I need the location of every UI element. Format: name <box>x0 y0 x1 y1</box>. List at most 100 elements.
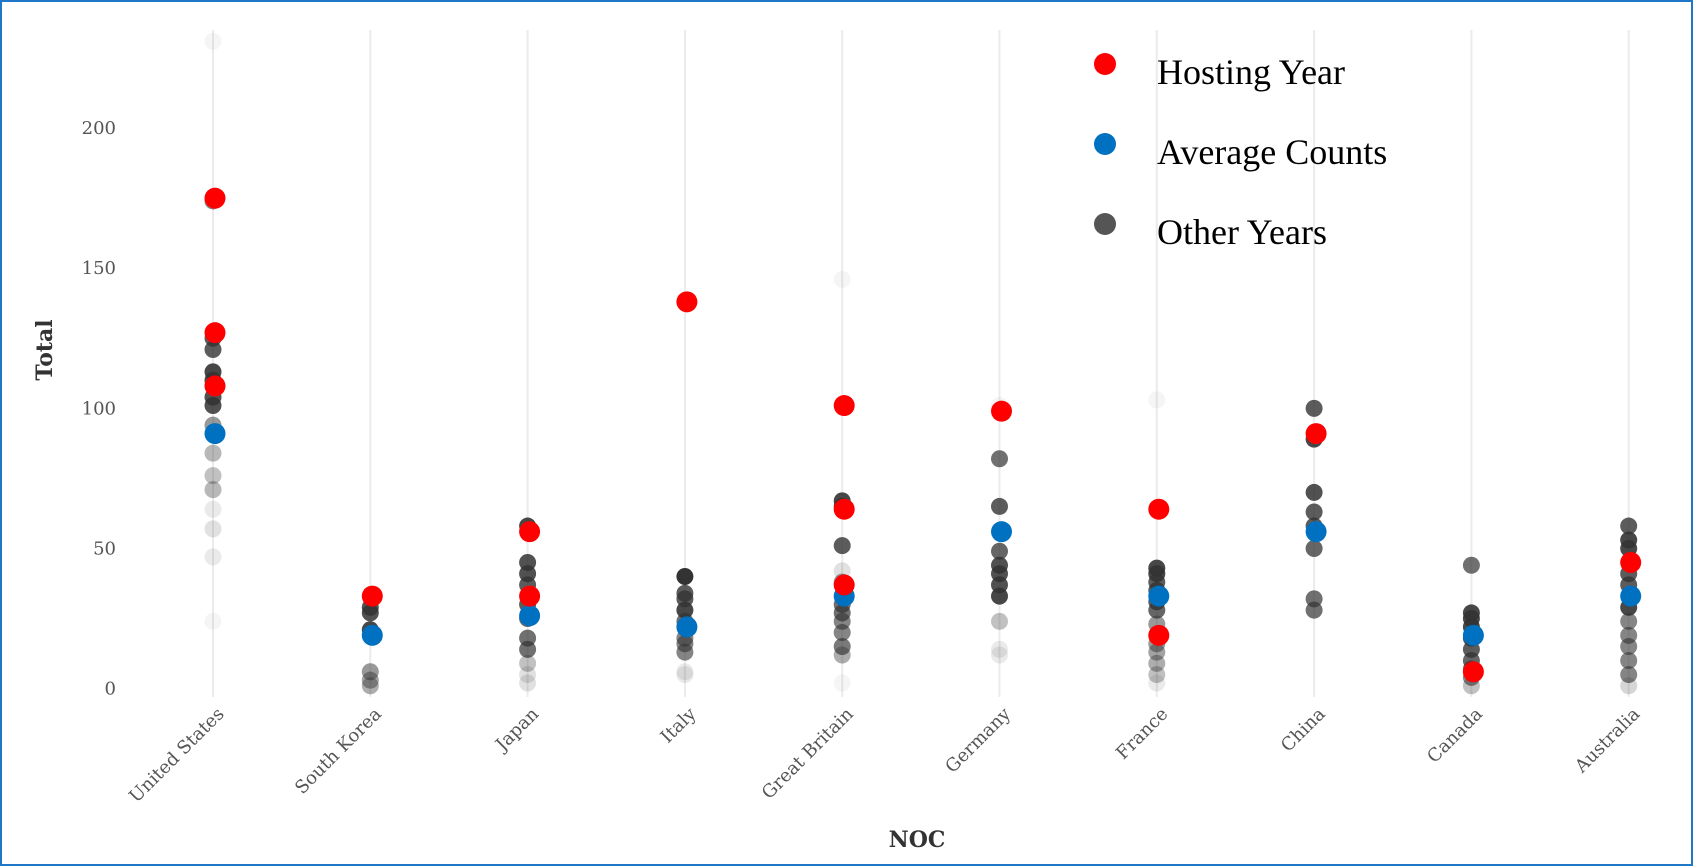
other-years-point <box>204 520 222 538</box>
other-years-point <box>1148 643 1166 661</box>
y-tick-label: 150 <box>82 258 116 279</box>
x-axis-ticks: United States South Korea Japan Italy Great … <box>125 703 1644 807</box>
hosting-year-point <box>204 322 226 344</box>
other-years-point <box>833 270 851 288</box>
other-years-point <box>1620 677 1638 695</box>
average-counts-point <box>1462 624 1484 646</box>
other-years-point <box>361 604 379 622</box>
other-years-point <box>676 663 694 681</box>
average-counts-point <box>1305 521 1327 543</box>
other-years-point <box>1148 666 1166 684</box>
legend: Hosting Year Average Counts Other Years <box>1094 52 1387 252</box>
other-years-point <box>1620 638 1638 656</box>
hosting-year-point <box>1148 498 1170 520</box>
other-years-point <box>204 32 222 50</box>
hosting-year-point <box>833 498 855 520</box>
average-counts-point <box>1148 585 1170 607</box>
x-tick-label: United States <box>125 704 228 807</box>
x-tick-label: Japan <box>490 703 543 756</box>
other-years-point <box>833 638 851 656</box>
other-years-point <box>991 612 1008 630</box>
x-tick-label: Canada <box>1423 704 1487 768</box>
hosting-year-point <box>1305 423 1327 445</box>
x-axis-title: NOC <box>889 827 946 853</box>
average-counts-point <box>676 616 698 638</box>
legend-swatch <box>1094 53 1116 75</box>
other-years-point <box>519 640 537 658</box>
average-counts-point <box>361 624 383 646</box>
average-counts-points <box>204 423 1642 646</box>
other-years-point <box>361 671 379 689</box>
vertical-gridlines <box>212 30 1630 697</box>
other-years-point <box>204 444 222 462</box>
other-years-point <box>833 537 851 555</box>
legend-label: Other Years <box>1157 212 1327 252</box>
average-counts-point <box>519 605 541 627</box>
hosting-year-point <box>833 574 855 596</box>
average-counts-point <box>991 521 1012 543</box>
hosting-year-points <box>204 187 1642 683</box>
y-axis-title: Total <box>32 319 58 380</box>
other-years-point <box>991 497 1008 515</box>
hosting-year-point <box>833 395 855 417</box>
y-tick-label: 100 <box>82 398 116 419</box>
average-counts-point <box>204 423 226 445</box>
x-tick-label: China <box>1277 704 1330 757</box>
other-years-point <box>361 663 379 681</box>
other-years-point <box>991 640 1008 658</box>
other-years-point <box>204 397 222 415</box>
other-years-point <box>1305 601 1323 619</box>
other-years-point <box>1305 483 1323 501</box>
hosting-year-point <box>1620 551 1642 573</box>
x-tick-label: South Korea <box>291 704 386 799</box>
other-years-point <box>204 467 222 485</box>
other-years-point <box>991 587 1008 605</box>
y-axis-ticks: 0 50 100 150 200 <box>82 118 116 700</box>
other-years-point <box>676 666 694 684</box>
other-years-point <box>204 612 222 630</box>
other-years-point <box>676 643 694 661</box>
hosting-year-point <box>361 585 383 607</box>
other-years-point <box>1462 556 1480 574</box>
other-years-point <box>204 481 222 499</box>
other-years-point <box>991 646 1008 664</box>
other-years-point <box>1305 539 1323 557</box>
x-tick-label: Great Britain <box>758 703 858 803</box>
hosting-year-point <box>519 521 541 543</box>
legend-swatch <box>1094 213 1116 235</box>
y-tick-label: 200 <box>82 118 116 139</box>
x-tick-label: Italy <box>657 703 701 747</box>
other-years-point <box>833 646 851 664</box>
hosting-year-point <box>676 291 698 313</box>
hosting-year-point <box>204 187 226 209</box>
average-counts-point <box>1620 585 1642 607</box>
other-years-point <box>204 340 222 358</box>
other-years-point <box>361 677 379 695</box>
hosting-year-point <box>1462 661 1484 683</box>
hosting-year-point <box>519 585 541 607</box>
hosting-year-point <box>991 400 1012 422</box>
other-years-point <box>1305 503 1323 521</box>
hosting-year-point <box>204 375 226 397</box>
other-years-point <box>833 674 851 692</box>
other-years-point <box>1620 652 1638 670</box>
other-years-point <box>519 654 537 672</box>
other-years-point <box>991 450 1008 468</box>
x-tick-label: Germany <box>941 703 1015 777</box>
x-tick-label: France <box>1112 704 1172 764</box>
y-tick-label: 50 <box>93 538 116 559</box>
other-years-point <box>991 542 1008 560</box>
other-years-point <box>1148 674 1166 692</box>
other-years-point <box>676 567 694 585</box>
other-years-point <box>1620 612 1638 630</box>
other-years-point <box>1148 391 1166 409</box>
other-years-point <box>833 624 851 642</box>
other-years-point <box>1148 654 1166 672</box>
other-years-point <box>204 548 222 566</box>
other-years-points <box>204 32 1638 695</box>
legend-label: Hosting Year <box>1157 52 1345 92</box>
other-years-point <box>519 666 537 684</box>
legend-swatch <box>1094 133 1116 155</box>
